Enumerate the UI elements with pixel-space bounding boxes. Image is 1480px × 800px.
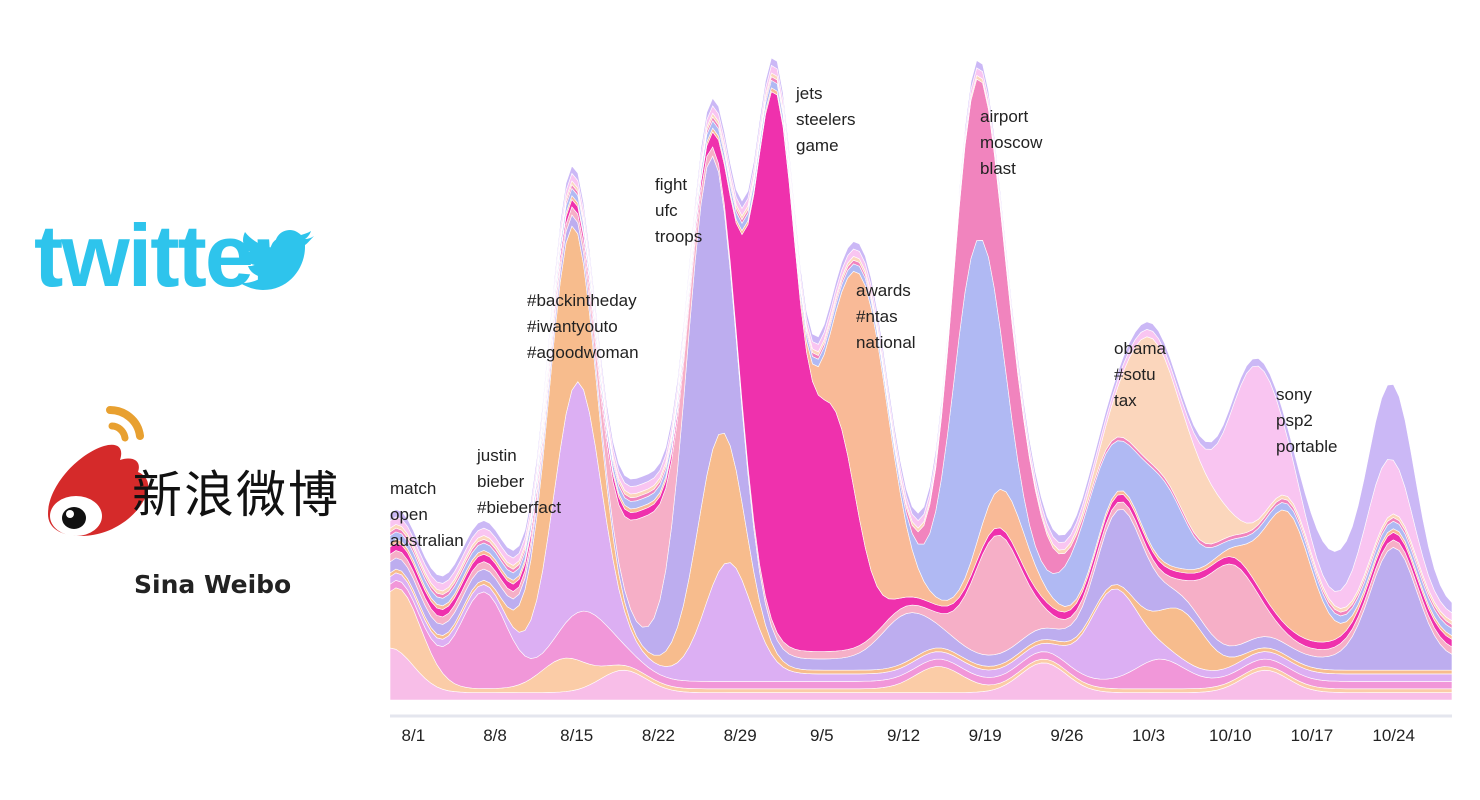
annotations: match open australian justin bieber #bieberfa… <box>390 84 1337 550</box>
annotation-label: sony <box>1276 385 1312 404</box>
annotation-label: bieber <box>477 472 525 491</box>
annotation-label: #iwantyouto <box>527 317 618 336</box>
annotation-group: justin bieber #bieberfact <box>476 446 561 517</box>
annotation-group: airport moscow blast <box>980 107 1043 178</box>
annotation-group: awards #ntas national <box>856 281 916 352</box>
annotation-label: #ntas <box>856 307 898 326</box>
x-tick-label: 10/17 <box>1291 726 1334 745</box>
annotation-label: #bieberfact <box>477 498 561 517</box>
x-tick-label: 8/22 <box>642 726 675 745</box>
x-axis-ticks: 8/1 8/8 8/15 8/22 8/29 9/5 9/12 9/19 9/26 10/3 10/… <box>402 726 1415 745</box>
annotation-label: #backintheday <box>527 291 637 310</box>
annotation-group: match open australian <box>390 479 464 550</box>
annotation-label: open <box>390 505 428 524</box>
annotation-label: national <box>856 333 916 352</box>
annotation-label: australian <box>390 531 464 550</box>
twitter-bird-icon <box>240 230 314 290</box>
annotation-label: fight <box>655 175 687 194</box>
annotation-label: troops <box>655 227 702 246</box>
x-tick-label: 9/19 <box>969 726 1002 745</box>
x-tick-label: 9/12 <box>887 726 920 745</box>
annotation-label: ufc <box>655 201 678 220</box>
annotation-label: blast <box>980 159 1016 178</box>
annotation-group: #backintheday #iwantyouto #agoodwoman <box>527 291 639 362</box>
x-tick-label: 9/26 <box>1050 726 1083 745</box>
x-tick-label: 10/3 <box>1132 726 1165 745</box>
weibo-english-name: Sina Weibo <box>134 570 292 599</box>
x-tick-label: 8/29 <box>724 726 757 745</box>
annotation-label: portable <box>1276 437 1337 456</box>
annotation-label: moscow <box>980 133 1043 152</box>
logo-panel: twitter 新浪微博 Sina Weibo <box>0 0 360 800</box>
annotation-group: jets steelers game <box>795 84 856 155</box>
weibo-eye-icon <box>48 406 149 536</box>
stream-layer <box>389 57 1453 614</box>
annotation-label: #agoodwoman <box>527 343 639 362</box>
x-tick-label: 10/10 <box>1209 726 1252 745</box>
x-tick-label: 9/5 <box>810 726 834 745</box>
stream-layers <box>389 57 1453 701</box>
annotation-label: steelers <box>796 110 856 129</box>
annotation-label: tax <box>1114 391 1137 410</box>
annotation-label: awards <box>856 281 911 300</box>
annotation-label: psp2 <box>1276 411 1313 430</box>
annotation-label: game <box>796 136 839 155</box>
annotation-label: airport <box>980 107 1028 126</box>
annotation-label: #sotu <box>1114 365 1156 384</box>
annotation-label: jets <box>795 84 822 103</box>
weibo-chinese-name: 新浪微博 <box>132 466 340 524</box>
annotation-group: fight ufc troops <box>655 175 702 246</box>
x-tick-label: 8/8 <box>483 726 507 745</box>
annotation-label: obama <box>1114 339 1167 358</box>
x-tick-label: 10/24 <box>1372 726 1415 745</box>
annotation-group: sony psp2 portable <box>1276 385 1337 456</box>
annotation-label: match <box>390 479 436 498</box>
annotation-label: justin <box>476 446 517 465</box>
x-tick-label: 8/15 <box>560 726 593 745</box>
annotation-group: obama #sotu tax <box>1114 339 1167 410</box>
x-tick-label: 8/1 <box>402 726 426 745</box>
